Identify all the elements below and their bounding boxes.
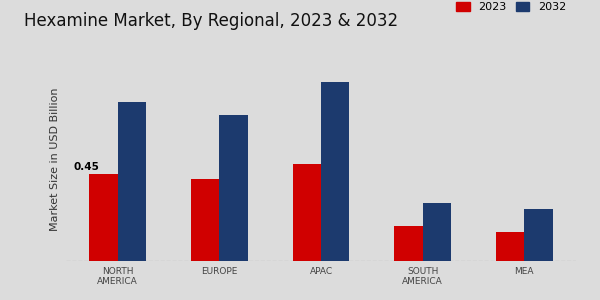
- Bar: [496, 232, 524, 261]
- Bar: [89, 174, 118, 261]
- Text: 0.45: 0.45: [73, 162, 100, 172]
- Bar: [321, 82, 349, 261]
- Bar: [293, 164, 321, 261]
- Text: Hexamine Market, By Regional, 2023 & 2032: Hexamine Market, By Regional, 2023 & 203…: [24, 12, 398, 30]
- Y-axis label: Market Size in USD Billion: Market Size in USD Billion: [50, 87, 61, 231]
- Bar: [191, 179, 220, 261]
- Bar: [394, 226, 422, 261]
- Legend: 2023, 2032: 2023, 2032: [452, 0, 571, 16]
- Bar: [524, 208, 553, 261]
- Bar: [422, 203, 451, 261]
- Bar: [118, 102, 146, 261]
- Bar: [220, 115, 248, 261]
